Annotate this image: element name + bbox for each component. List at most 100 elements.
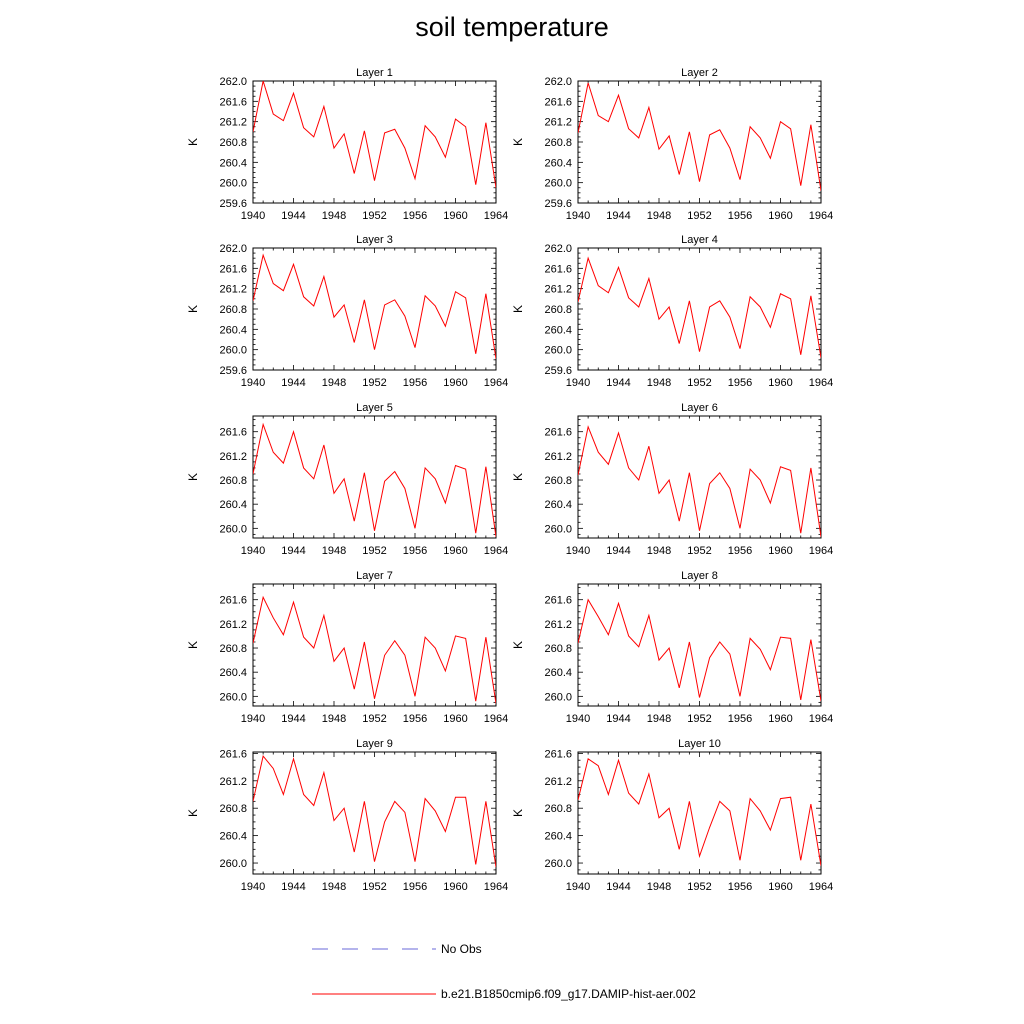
panel-1-xtick-label: 1956: [403, 210, 427, 222]
panel-4-ytick-label: 260.4: [544, 324, 572, 336]
panel-3-frame: [252, 247, 497, 371]
panel-6-ylabel: K: [511, 473, 525, 481]
panel-7-xtick-label: 1960: [443, 713, 467, 725]
panel-4-ytick-label: 261.6: [544, 263, 572, 275]
panel-4-xtick-label: 1940: [566, 377, 590, 389]
panel-2-xtick-label: 1964: [809, 210, 833, 222]
panel-7-series-line: [253, 595, 496, 704]
panel-2-ylabel: K: [511, 138, 525, 146]
panel-4-xtick-label: 1956: [728, 377, 752, 389]
panel-8-xtick-label: 1956: [728, 713, 752, 725]
panel-10-ytick-label: 260.8: [544, 803, 572, 815]
panel-8-ytick-label: 260.4: [544, 667, 572, 679]
panel-5-series-line: [253, 422, 496, 537]
panel-10-xtick-label: 1964: [809, 881, 833, 893]
panel-8-title: Layer 8: [681, 570, 718, 582]
panel-4-xtick-label: 1960: [768, 377, 792, 389]
panel-7-xtick-label: 1948: [322, 713, 346, 725]
panel-6-xtick-label: 1960: [768, 545, 792, 557]
panel-7-ytick-label: 261.6: [219, 595, 247, 607]
panel-2-title: Layer 2: [681, 67, 718, 79]
panel-6-ytick-label: 261.6: [544, 427, 572, 439]
panel-4-title: Layer 4: [681, 234, 718, 246]
panel-7-title: Layer 7: [356, 570, 393, 582]
panel-8-xtick-label: 1952: [687, 713, 711, 725]
panel-9-ytick-label: 261.6: [219, 748, 247, 760]
panel-1-ylabel: K: [186, 138, 200, 146]
panel-2-series-line: [578, 82, 821, 191]
panel-1-xtick-label: 1964: [484, 210, 508, 222]
panel-10-xtick-label: 1940: [566, 881, 590, 893]
panel-2-ytick-label: 261.6: [544, 96, 572, 108]
panel-4-series-line: [578, 256, 821, 358]
panel-9-xtick-label: 1960: [443, 881, 467, 893]
panel-3-ytick-label: 260.4: [219, 324, 247, 336]
panel-3-ytick-label: 261.6: [219, 263, 247, 275]
panel-6-xtick-label: 1948: [647, 545, 671, 557]
panel-8-xtick-label: 1948: [647, 713, 671, 725]
panel-6-xtick-label: 1940: [566, 545, 590, 557]
panel-3-xtick-label: 1948: [322, 377, 346, 389]
panel-2-ytick-label: 262.0: [544, 76, 572, 88]
panel-9-xtick-label: 1944: [281, 881, 305, 893]
figure-title: soil temperature: [415, 12, 609, 42]
panel-7-ytick-label: 261.2: [219, 619, 247, 631]
panel-10-ytick-label: 260.4: [544, 831, 572, 843]
panel-6-xtick-label: 1944: [606, 545, 630, 557]
panel-3-xtick-label: 1960: [443, 377, 467, 389]
panel-2-xtick-label: 1956: [728, 210, 752, 222]
panel-1-xtick-label: 1960: [443, 210, 467, 222]
panel-6-frame: [577, 415, 822, 539]
panel-5-title: Layer 5: [356, 402, 393, 414]
panel-1-ytick-label: 260.4: [219, 157, 247, 169]
panel-1-series-line: [253, 81, 496, 188]
panel-8-ytick-label: 260.0: [544, 691, 572, 703]
panel-1-ytick-label: 260.0: [219, 178, 247, 190]
panel-10-ylabel: K: [511, 809, 525, 817]
panel-1-ytick-label: 262.0: [219, 76, 247, 88]
panel-3-ytick-label: 261.2: [219, 284, 247, 296]
panel-5-ytick-label: 261.6: [219, 427, 247, 439]
panel-4-xtick-label: 1948: [647, 377, 671, 389]
panel-6-ytick-label: 260.0: [544, 523, 572, 535]
panel-7-frame: [252, 583, 497, 707]
panel-5-xtick-label: 1940: [241, 545, 265, 557]
panel-10-ytick-label: 261.2: [544, 776, 572, 788]
panel-4-ytick-label: 262.0: [544, 243, 572, 255]
panel-7-xtick-label: 1952: [362, 713, 386, 725]
panel-9-series-line: [253, 754, 496, 868]
panel-7-ytick-label: 260.8: [219, 643, 247, 655]
panel-8-xtick-label: 1940: [566, 713, 590, 725]
panel-3-ytick-label: 260.0: [219, 345, 247, 357]
panel-2-ytick-label: 260.8: [544, 137, 572, 149]
panel-4-xtick-label: 1944: [606, 377, 630, 389]
panel-8-ytick-label: 261.6: [544, 595, 572, 607]
panel-2-xtick-label: 1944: [606, 210, 630, 222]
panel-3-xtick-label: 1956: [403, 377, 427, 389]
panel-10-ytick-label: 261.6: [544, 748, 572, 760]
panel-1-xtick-label: 1948: [322, 210, 346, 222]
panel-5-xtick-label: 1948: [322, 545, 346, 557]
panel-3-series-line: [253, 253, 496, 359]
panel-6-title: Layer 6: [681, 402, 718, 414]
panel-10-xtick-label: 1944: [606, 881, 630, 893]
panel-2-xtick-label: 1952: [687, 210, 711, 222]
panel-5-ytick-label: 260.4: [219, 499, 247, 511]
panel-9-xtick-label: 1940: [241, 881, 265, 893]
panel-1-frame: [252, 80, 497, 204]
panel-5-frame: [252, 415, 497, 539]
panel-2-ytick-label: 260.4: [544, 157, 572, 169]
panel-5-xtick-label: 1944: [281, 545, 305, 557]
panel-2-frame: [577, 80, 822, 204]
panel-3-xtick-label: 1940: [241, 377, 265, 389]
panel-5-ytick-label: 261.2: [219, 451, 247, 463]
panel-3-ylabel: K: [186, 305, 200, 313]
panel-3-title: Layer 3: [356, 234, 393, 246]
panel-8-ylabel: K: [511, 641, 525, 649]
panel-3-xtick-label: 1964: [484, 377, 508, 389]
panel-7-ytick-label: 260.4: [219, 667, 247, 679]
panel-1-ytick-label: 261.6: [219, 96, 247, 108]
panel-10-title: Layer 10: [678, 738, 721, 750]
panel-6-xtick-label: 1952: [687, 545, 711, 557]
panel-6-ytick-label: 261.2: [544, 451, 572, 463]
